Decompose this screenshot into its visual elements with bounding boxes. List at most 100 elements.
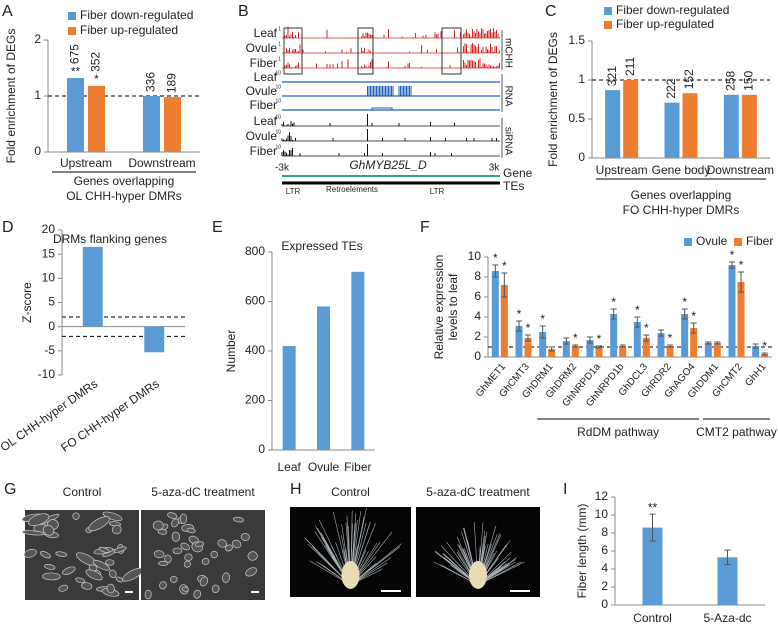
bar bbox=[681, 314, 689, 357]
cell bbox=[153, 550, 165, 559]
bar bbox=[67, 78, 84, 152]
cell bbox=[221, 572, 230, 583]
cell bbox=[201, 557, 210, 565]
error-bar bbox=[539, 325, 546, 339]
bar bbox=[144, 326, 165, 353]
error-bar bbox=[752, 343, 759, 349]
error-bar bbox=[501, 272, 508, 298]
significance-star: * bbox=[493, 251, 498, 265]
image-label: Control bbox=[63, 485, 102, 499]
significance-star: * bbox=[644, 321, 649, 335]
significance-star: * bbox=[540, 312, 545, 326]
legend-label: Ovule bbox=[696, 234, 728, 248]
track-name: Leaf bbox=[254, 26, 278, 40]
bar bbox=[737, 282, 745, 357]
count-label: 152 bbox=[682, 69, 696, 89]
track-scale: 10 bbox=[275, 98, 281, 104]
cell bbox=[55, 551, 68, 557]
track-name: Ovule bbox=[246, 41, 278, 55]
y-axis-label: Fiber length (mm) bbox=[575, 504, 589, 599]
track-name: Leaf bbox=[254, 114, 278, 128]
track-signal bbox=[281, 144, 452, 156]
count-label: 336 bbox=[144, 72, 158, 92]
x-tick-label: Control bbox=[633, 611, 672, 625]
cell bbox=[113, 546, 127, 553]
error-bar bbox=[563, 337, 570, 345]
error-bar bbox=[705, 341, 712, 345]
y-tick-label: 1.5 bbox=[568, 33, 585, 47]
bar bbox=[524, 338, 532, 357]
te-track-label: TEs bbox=[503, 179, 524, 193]
track-signal bbox=[371, 107, 393, 110]
significance-star: * bbox=[517, 307, 522, 321]
error-bar bbox=[525, 334, 531, 342]
y-tick-label: 1 bbox=[578, 72, 585, 86]
track-scale: 1 bbox=[278, 56, 281, 62]
te-name: LTR bbox=[286, 187, 301, 196]
bar bbox=[500, 285, 508, 357]
bar bbox=[728, 265, 736, 357]
track-scale: 10 bbox=[275, 129, 281, 135]
bar bbox=[605, 90, 621, 158]
cell bbox=[172, 547, 183, 555]
y-tick-label: 0 bbox=[258, 442, 265, 456]
count-label: 150 bbox=[742, 70, 756, 90]
bar bbox=[664, 102, 680, 158]
cell bbox=[106, 583, 115, 594]
cell bbox=[23, 548, 37, 558]
track-scale: 10 bbox=[275, 84, 281, 90]
error-bar bbox=[649, 513, 656, 542]
error-bar bbox=[729, 261, 735, 269]
cell bbox=[40, 551, 51, 559]
cell bbox=[75, 577, 86, 584]
legend-swatch bbox=[604, 7, 612, 15]
highlight-box bbox=[283, 27, 303, 75]
x-tick-label: Gene body bbox=[652, 163, 711, 177]
significance-star: * bbox=[691, 309, 696, 323]
error-bar bbox=[587, 336, 593, 344]
cell bbox=[164, 554, 172, 564]
cell bbox=[42, 572, 61, 581]
significance-star: * bbox=[668, 331, 673, 345]
cell bbox=[158, 560, 169, 566]
y-tick-label: 800 bbox=[245, 244, 265, 258]
track-signal bbox=[367, 86, 412, 96]
y-tick-label: 0 bbox=[48, 319, 55, 333]
y-tick-label: 5 bbox=[48, 295, 55, 309]
bar bbox=[704, 343, 712, 357]
legend-swatch bbox=[684, 238, 692, 246]
panel-letter: E bbox=[212, 219, 223, 236]
panel-letter: G bbox=[4, 481, 16, 498]
x-tick-label: Fiber bbox=[344, 460, 371, 474]
track-name: Ovule bbox=[246, 129, 278, 143]
x-tick-label: Upstream bbox=[60, 156, 112, 170]
bar bbox=[610, 314, 618, 357]
significance-star: ** bbox=[648, 500, 658, 514]
x-axis-label: OL CHH-hyper DMRs bbox=[66, 189, 182, 203]
track-name: Fiber bbox=[250, 56, 277, 70]
significance-star: * bbox=[635, 303, 640, 317]
significance-star: * bbox=[502, 259, 507, 273]
cell bbox=[170, 576, 178, 583]
track-scale: 10 bbox=[275, 144, 281, 150]
gene-track-label: Gene bbox=[503, 166, 533, 180]
cell bbox=[42, 524, 55, 536]
error-bar bbox=[634, 316, 641, 328]
count-label: 211 bbox=[623, 57, 637, 76]
gene-name: GhMYB25L_D bbox=[349, 158, 427, 172]
panel-letter: I bbox=[563, 481, 567, 498]
y-tick-label: 0 bbox=[578, 150, 585, 164]
seed bbox=[469, 561, 487, 589]
bar bbox=[539, 332, 547, 357]
x-tick-label: Ovule bbox=[308, 460, 340, 474]
legend-swatch bbox=[734, 238, 742, 246]
error-bar bbox=[724, 549, 731, 565]
bar bbox=[586, 340, 594, 357]
cell bbox=[180, 542, 190, 551]
highlight-box bbox=[357, 27, 374, 75]
bar bbox=[143, 96, 160, 152]
y-tick-label: 8 bbox=[474, 269, 481, 283]
seed bbox=[341, 561, 360, 589]
y-axis-label: levels to leaf bbox=[446, 273, 460, 340]
significance-star: * bbox=[611, 295, 616, 309]
